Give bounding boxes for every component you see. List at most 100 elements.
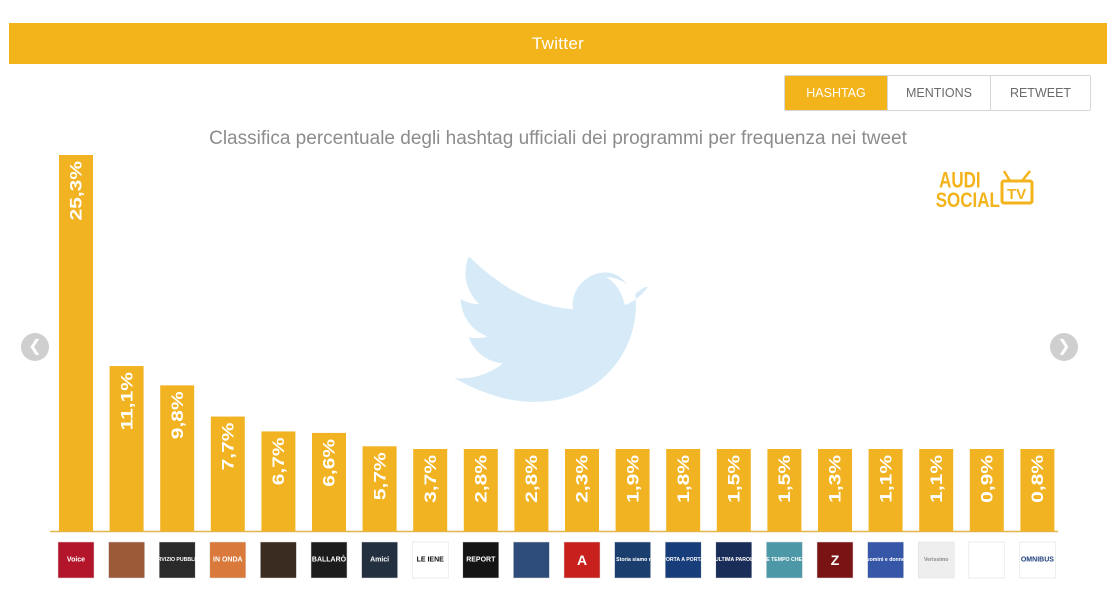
bar-data-label-10: 2,8% xyxy=(522,455,540,503)
thumbnail-bg-20 xyxy=(1019,541,1056,579)
bar-data-label-8: 3,7% xyxy=(421,455,439,503)
program-thumbnail-11: A xyxy=(563,541,601,579)
bar-data-label-18: 1,1% xyxy=(927,455,945,503)
tab-retweet[interactable]: RETWEET xyxy=(990,76,1090,110)
program-thumbnail-9: REPORT xyxy=(462,541,500,579)
thumbnail-bg-10 xyxy=(513,541,550,579)
bar-data-label-14: 1,5% xyxy=(725,455,743,503)
chart-subtitle: Classifica percentuale degli hashtag uff… xyxy=(209,128,907,149)
bar-17 xyxy=(868,449,903,531)
program-thumbnail-18: Verissimo xyxy=(917,541,955,579)
thumbnail-bg-7 xyxy=(361,541,398,579)
program-thumbnail-8: LE IENE xyxy=(411,541,449,579)
program-thumbnail-17: uomini e donne xyxy=(866,541,905,579)
tab-group: HASHTAG MENTIONS RETWEET xyxy=(784,75,1091,111)
bar-5 xyxy=(261,431,296,531)
program-thumbnail-10 xyxy=(513,541,550,579)
program-thumbnail-7: Amici xyxy=(361,541,398,579)
thumbnail-label-4: IN ONDA xyxy=(213,557,243,564)
bar-11 xyxy=(565,449,599,531)
thumbnail-label-8: LE IENE xyxy=(417,557,445,564)
next-arrow-icon[interactable]: ❯ xyxy=(1050,333,1078,361)
bar-19 xyxy=(969,449,1004,531)
bar-12 xyxy=(615,449,650,531)
bar-data-label-4: 7,7% xyxy=(219,422,237,470)
thumbnail-label-11: A xyxy=(577,552,587,568)
bar-data-label-9: 2,8% xyxy=(472,455,490,503)
thumbnail-label-20: OMNIBUS xyxy=(1021,557,1054,564)
thumbnail-label-14: L'ULTIMA PAROLA xyxy=(711,557,758,563)
thumbnail-bg-18 xyxy=(917,541,955,579)
thumbnail-label-1: Voice xyxy=(67,557,85,564)
bar-2 xyxy=(109,366,144,531)
bar-data-label-20: 0,8% xyxy=(1028,455,1046,503)
tab-hashtag[interactable]: HASHTAG xyxy=(785,76,887,110)
thumbnail-label-15: CHE TEMPO CHE FA xyxy=(759,557,811,563)
thumbnail-label-6: BALLARÒ xyxy=(312,555,347,564)
thumbnail-label-7: Amici xyxy=(370,557,389,564)
program-thumbnail-20: OMNIBUS xyxy=(1019,541,1056,579)
bar-7 xyxy=(362,446,397,531)
bar-data-label-7: 5,7% xyxy=(370,452,388,500)
bar-9 xyxy=(463,449,498,531)
bar-15 xyxy=(767,449,802,531)
program-thumbnail-15: CHE TEMPO CHE FA xyxy=(759,541,811,579)
thumbnail-label-12: La Storia siamo noi xyxy=(609,557,657,563)
bar-8 xyxy=(413,449,448,531)
bar-6 xyxy=(312,432,346,531)
thumbnail-label-13: PORTA A PORTA xyxy=(662,557,704,563)
bar-data-label-16: 1,3% xyxy=(826,455,844,503)
bar-1 xyxy=(59,155,93,531)
program-thumbnail-14: L'ULTIMA PAROLA xyxy=(711,541,758,579)
bar-14 xyxy=(716,449,751,531)
thumbnail-bg-8 xyxy=(411,541,449,579)
thumbnail-bg-5 xyxy=(260,541,297,579)
thumbnail-bg-6 xyxy=(310,541,348,579)
thumbnail-bg-12 xyxy=(614,541,651,579)
prev-arrow-icon[interactable]: ❮ xyxy=(21,333,49,361)
thumbnail-bg-17 xyxy=(867,541,904,579)
twitter-bird-watermark-icon xyxy=(454,256,648,402)
thumbnail-bg-16 xyxy=(816,541,854,579)
bar-data-label-19: 0,9% xyxy=(978,455,996,503)
thumbnail-bg-3 xyxy=(158,541,196,579)
thumbnail-label-18: Verissimo xyxy=(924,557,949,563)
audisocial-tv-logo: AUDI SOCIAL TV xyxy=(936,168,1034,213)
bar-10 xyxy=(514,449,549,531)
bar-data-label-5: 6,7% xyxy=(269,437,287,485)
bar-20 xyxy=(1020,449,1055,531)
program-thumbnail-3: SERVIZIO PUBBLICO xyxy=(151,541,204,579)
program-thumbnail-19 xyxy=(968,541,1006,579)
program-thumbnail-13: PORTA A PORTA xyxy=(662,541,704,579)
bar-18 xyxy=(919,449,954,531)
program-thumbnail-16: Z xyxy=(816,541,854,579)
bar-data-label-13: 1,8% xyxy=(674,455,692,503)
thumbnail-bg-13 xyxy=(664,541,702,579)
program-thumbnail-4: IN ONDA xyxy=(209,541,247,579)
thumbnail-bg-4 xyxy=(209,541,247,579)
program-thumbnail-12: La Storia siamo noi xyxy=(609,541,657,579)
thumbnail-bg-15 xyxy=(766,541,803,579)
bar-data-label-11: 2,3% xyxy=(573,455,591,503)
program-thumbnail-2 xyxy=(108,541,145,579)
bar-data-label-6: 6,6% xyxy=(320,439,338,487)
bar-data-label-2: 11,1% xyxy=(117,372,135,431)
program-thumbnail-5 xyxy=(260,541,297,579)
tab-mentions[interactable]: MENTIONS xyxy=(887,76,990,110)
thumbnail-bg-14 xyxy=(715,541,753,579)
thumbnail-label-16: Z xyxy=(831,552,840,568)
thumbnail-bg-2 xyxy=(108,541,145,579)
bar-4 xyxy=(210,416,245,531)
bar-data-label-17: 1,1% xyxy=(876,455,894,503)
logo-text-social: SOCIAL xyxy=(936,190,1000,213)
thumbnail-bg-9 xyxy=(462,541,500,579)
thumbnail-label-3: SERVIZIO PUBBLICO xyxy=(151,557,204,563)
bar-3 xyxy=(160,385,195,531)
thumbnail-bg-1 xyxy=(57,541,95,579)
bar-data-label-12: 1,9% xyxy=(623,455,641,503)
bar-13 xyxy=(666,449,701,531)
header-title: Twitter xyxy=(531,34,585,53)
thumbnail-bg-19 xyxy=(968,541,1006,579)
bar-16 xyxy=(818,449,852,531)
